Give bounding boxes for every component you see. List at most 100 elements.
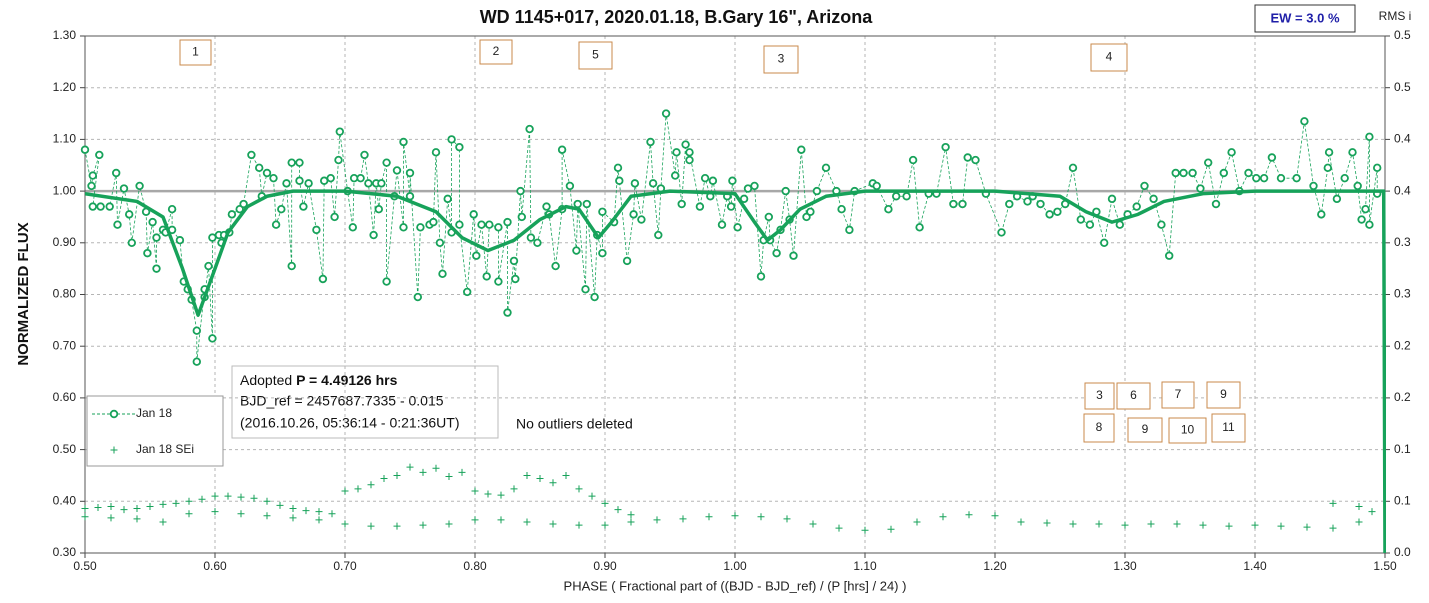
- marker-box: [1083, 413, 1115, 443]
- error-point: [510, 485, 518, 493]
- error-point: [367, 522, 375, 530]
- error-point: [133, 505, 141, 513]
- y2-tick-label: 0.4: [1394, 132, 1411, 146]
- data-point: [312, 225, 321, 235]
- data-point: [590, 292, 599, 302]
- data-point: [477, 220, 486, 229]
- error-point: [1069, 520, 1077, 528]
- y2-tick-label: 0.3: [1394, 235, 1411, 249]
- data-point: [1115, 220, 1124, 229]
- data-point: [997, 228, 1006, 237]
- data-point: [629, 210, 638, 219]
- error-point: [497, 491, 505, 499]
- error-point: [367, 481, 375, 489]
- data-point: [1068, 163, 1078, 173]
- error-point: [263, 512, 271, 520]
- y-tick-label: 1.10: [53, 132, 77, 146]
- data-point: [1244, 168, 1253, 178]
- y2-tick-label: 0.2: [1394, 338, 1411, 352]
- data-point: [1361, 204, 1370, 214]
- error-point: [406, 463, 414, 471]
- error-point: [289, 514, 297, 522]
- marker-box: [179, 39, 212, 66]
- error-point: [1277, 522, 1285, 530]
- data-point: [677, 199, 686, 209]
- data-point: [1317, 210, 1326, 219]
- marker-label: 11: [1222, 420, 1235, 434]
- data-point: [227, 210, 237, 219]
- error-point: [523, 518, 531, 526]
- error-point: [588, 492, 596, 500]
- error-point: [120, 506, 128, 514]
- data-point: [1188, 168, 1197, 178]
- y2-tick-label: 0.5: [1394, 28, 1411, 42]
- data-point: [382, 158, 391, 167]
- data-point: [637, 215, 646, 224]
- error-point: [159, 500, 167, 508]
- data-point: [119, 184, 129, 193]
- marker-box: [1090, 43, 1128, 72]
- error-point: [861, 526, 869, 534]
- data-point: [413, 292, 422, 302]
- data-point: [295, 176, 304, 185]
- data-point: [1365, 132, 1374, 142]
- marker-box: [763, 45, 799, 74]
- data-point: [95, 150, 104, 160]
- error-point: [315, 508, 323, 516]
- data-point: [949, 199, 958, 209]
- info-box: [231, 365, 499, 439]
- data-point: [364, 179, 373, 188]
- data-point: [494, 277, 503, 286]
- error-point: [484, 490, 492, 498]
- error-point: [172, 499, 180, 507]
- data-point: [511, 274, 520, 284]
- marker-box: [578, 41, 613, 70]
- data-point: [80, 145, 90, 154]
- data-point: [958, 199, 967, 209]
- marker-box: [1206, 381, 1241, 409]
- data-point: [648, 179, 658, 188]
- marker-label: 3: [1096, 388, 1103, 402]
- data-point: [416, 223, 425, 232]
- data-point: [239, 199, 248, 209]
- data-point: [1140, 181, 1149, 191]
- y-tick-label: 1.20: [53, 80, 77, 94]
- error-point: [601, 499, 609, 507]
- data-point: [152, 233, 161, 242]
- data-point: [262, 168, 272, 178]
- data-point: [271, 220, 281, 229]
- error-point: [1329, 499, 1337, 507]
- data-point: [377, 179, 386, 188]
- error-point: [146, 502, 154, 510]
- data-point: [1219, 168, 1228, 178]
- info-period: P = 4.49126 hrs: [296, 372, 398, 388]
- x-tick-label: 1.40: [1243, 559, 1267, 573]
- error-point: [263, 497, 271, 505]
- data-point: [582, 199, 591, 209]
- data-point: [455, 220, 464, 229]
- data-point: [1309, 181, 1318, 191]
- x-tick-label: 0.80: [463, 559, 487, 573]
- error-point: [1355, 518, 1363, 526]
- error-point: [536, 475, 544, 483]
- data-point: [1357, 215, 1366, 224]
- data-point: [318, 274, 328, 284]
- data-point: [438, 269, 447, 279]
- marker-box: [1168, 417, 1207, 444]
- data-point: [255, 163, 264, 173]
- data-point: [1292, 173, 1301, 183]
- data-point: [797, 145, 806, 154]
- error-point: [133, 515, 141, 523]
- note: No outliers deleted: [516, 416, 633, 432]
- data-point: [1045, 210, 1054, 219]
- error-point: [445, 472, 453, 480]
- error-point: [783, 515, 791, 523]
- data-point: [1323, 163, 1332, 173]
- data-point: [455, 142, 464, 152]
- chart-title: WD 1145+017, 2020.01.18, B.Gary 16", Ari…: [480, 7, 874, 27]
- error-point: [94, 504, 102, 512]
- y2-tick-label: 0.0: [1394, 545, 1411, 559]
- data-point: [192, 357, 201, 366]
- data-point: [598, 207, 607, 216]
- y-tick-label: 1.00: [53, 183, 77, 197]
